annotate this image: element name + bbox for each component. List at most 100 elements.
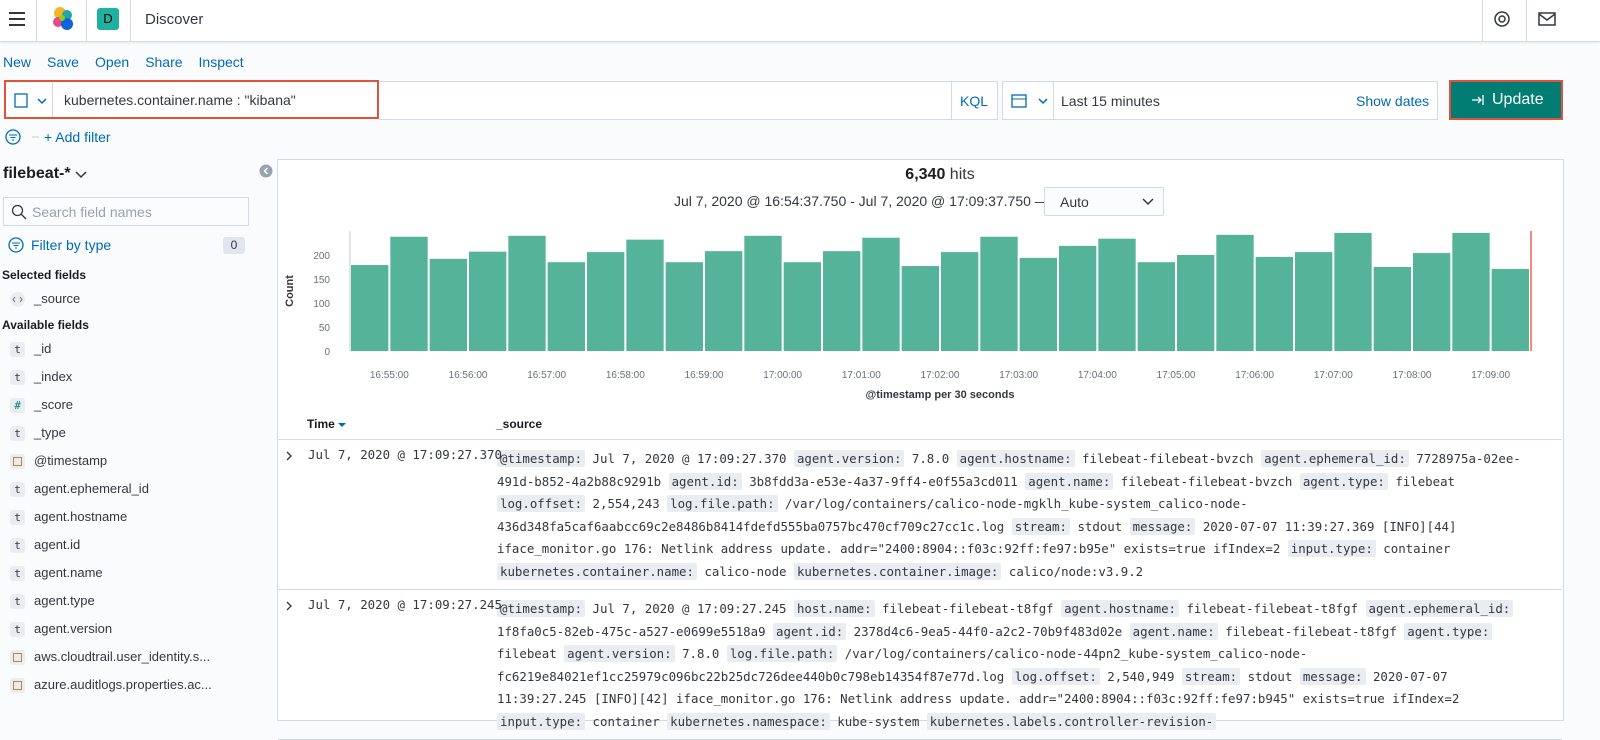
query-language[interactable]: KQL xyxy=(960,93,989,109)
calendar-icon[interactable] xyxy=(1011,93,1051,109)
field-item[interactable]: t agent.name xyxy=(0,559,270,587)
query-text: kubernetes.container.name : "kibana" xyxy=(64,92,296,108)
field-key: kubernetes.labels.controller-revision- xyxy=(926,712,1217,730)
field-key: agent.ephemeral_id: xyxy=(1365,600,1514,617)
field-name: _type xyxy=(34,425,66,440)
mail-icon[interactable] xyxy=(1538,11,1556,27)
separator xyxy=(1053,82,1054,119)
field-type-icon: t xyxy=(10,370,25,386)
field-key: agent.version: xyxy=(564,645,675,662)
field-item[interactable]: t agent.version xyxy=(0,615,270,643)
field-item[interactable]: # _score xyxy=(0,391,270,419)
update-button[interactable]: Update xyxy=(1449,80,1563,120)
field-value: filebeat-filebeat-t8fgf xyxy=(1186,601,1359,616)
field-key: kubernetes.container.name: xyxy=(497,562,697,580)
refresh-icon xyxy=(1472,95,1484,105)
field-key: log.offset: xyxy=(497,495,586,512)
icon-glyph xyxy=(13,681,22,691)
field-key: agent.version: xyxy=(793,450,905,467)
menu-button[interactable] xyxy=(8,10,26,28)
hits-line: 6,340 hits xyxy=(0,166,1600,184)
separator xyxy=(52,82,53,117)
field-key: input.type: xyxy=(497,712,586,730)
field-item[interactable]: t _type xyxy=(0,419,270,447)
page-title: Discover xyxy=(145,11,204,28)
logo[interactable] xyxy=(50,6,76,32)
query-input[interactable]: kubernetes.container.name : "kibana" xyxy=(4,80,379,119)
field-key: agent.id: xyxy=(668,472,742,490)
field-value: 1f8fa0c5-82eb-475c-a527-e0699e5518a9 xyxy=(497,623,766,639)
document-time: Jul 7, 2020 @ 17:09:27.370 xyxy=(308,447,502,462)
field-value: /var/log/containers/calico-node-44pn2_ku… xyxy=(497,646,1308,684)
field-item[interactable]: aws.cloudtrail.user_identity.s... xyxy=(0,643,270,671)
available-fields: t _id t _index # _score t _type @timestamp t agent… xyxy=(0,335,270,699)
collapse-button[interactable] xyxy=(259,164,273,178)
time-column-header[interactable]: Time xyxy=(307,417,347,431)
filter-by-type[interactable]: Filter by type xyxy=(31,237,112,253)
field-key: kubernetes.container.image: xyxy=(793,562,1002,580)
field-search[interactable]: Search field names xyxy=(3,197,249,226)
field-key: @timestamp: xyxy=(497,600,586,617)
add-filter[interactable]: + Add filter xyxy=(44,129,111,145)
field-value: 3b8fdd3a-e53e-4a37-9ff4-e0f55a3cd011 xyxy=(749,473,1018,489)
field-item[interactable]: @timestamp xyxy=(0,447,270,475)
field-item[interactable]: t _id xyxy=(0,335,270,363)
separator xyxy=(36,0,37,41)
document-time: Jul 7, 2020 @ 17:09:27.245 xyxy=(308,597,502,612)
field-name: aws.cloudtrail.user_identity.s... xyxy=(34,649,211,664)
field-value: kube-system xyxy=(837,713,920,729)
field-value: /var/log/containers/calico-node-mgklh_ku… xyxy=(497,496,1248,534)
date-picker[interactable]: Last 15 minutes Show dates xyxy=(1002,81,1438,120)
field-item[interactable]: t agent.ephemeral_id xyxy=(0,475,270,503)
menu-item[interactable]: Open xyxy=(94,54,130,70)
field-key: log.offset: xyxy=(1011,667,1100,685)
menu-item[interactable]: Inspect xyxy=(198,54,244,70)
chevron xyxy=(286,451,292,461)
menu-item[interactable]: Share xyxy=(145,54,183,70)
field-key: kubernetes.namespace: xyxy=(667,712,830,730)
field-type-icon: t xyxy=(10,538,25,554)
icon-bg xyxy=(10,454,25,470)
field-name: agent.hostname xyxy=(34,509,128,524)
field-item[interactable]: t agent.hostname xyxy=(0,503,270,531)
expand-toggle[interactable] xyxy=(284,601,294,611)
interval-select[interactable]: Auto xyxy=(1044,187,1164,216)
field-name: agent.version xyxy=(34,621,113,636)
icon-bg xyxy=(10,650,25,666)
field-type-icon: t xyxy=(10,342,25,358)
help-icon[interactable] xyxy=(1493,10,1511,28)
index-pattern-caret[interactable] xyxy=(74,169,88,181)
field-value: Jul 7, 2020 @ 17:09:27.245 xyxy=(592,601,787,616)
field-value: calico-node xyxy=(704,563,787,579)
document-source: @timestamp: Jul 7, 2020 @ 17:09:27.370 a… xyxy=(497,448,1539,583)
field-value: filebeat-filebeat-bvzch xyxy=(1082,451,1254,466)
field-item[interactable]: t agent.id xyxy=(0,531,270,559)
field-item[interactable]: azure.auditlogs.properties.ac... xyxy=(0,671,270,699)
field-value: 2,540,949 xyxy=(1107,668,1175,684)
saved-query-icon[interactable] xyxy=(14,93,50,109)
field-item[interactable]: t _index xyxy=(0,363,270,391)
field-name: agent.name xyxy=(34,565,103,580)
hits-label: hits xyxy=(949,166,975,183)
field-value: calico/node:v3.9.2 xyxy=(1008,563,1144,579)
filter-count: 0 xyxy=(223,237,245,254)
index-pattern[interactable]: filebeat-* xyxy=(3,165,71,182)
field-value: Jul 7, 2020 @ 17:09:27.370 xyxy=(592,451,787,466)
expand-toggle[interactable] xyxy=(284,451,294,461)
icon-bg xyxy=(10,292,25,308)
filter-icon[interactable] xyxy=(5,129,39,145)
menu-item[interactable]: Save xyxy=(47,54,79,70)
field-item[interactable]: t agent.type xyxy=(0,587,270,615)
filter-type-icon[interactable] xyxy=(8,237,24,253)
menu-item[interactable]: New xyxy=(3,54,32,70)
show-dates[interactable]: Show dates xyxy=(1356,93,1430,109)
field-name: azure.auditlogs.properties.ac... xyxy=(34,677,212,692)
field-type-icon: t xyxy=(10,482,25,498)
field-item[interactable]: _source xyxy=(0,285,270,313)
space-avatar[interactable]: D xyxy=(97,8,119,30)
field-value: 2378d4c6-9ea5-44f0-a2c2-70b9f483d02e xyxy=(853,623,1123,639)
field-value: stdout xyxy=(1077,518,1123,534)
top-menu: New Save Open Share Inspect xyxy=(3,54,260,70)
document-row: Jul 7, 2020 @ 17:09:27.370 @timestamp: Ju… xyxy=(278,440,1562,590)
field-key: stream: xyxy=(1181,667,1241,685)
